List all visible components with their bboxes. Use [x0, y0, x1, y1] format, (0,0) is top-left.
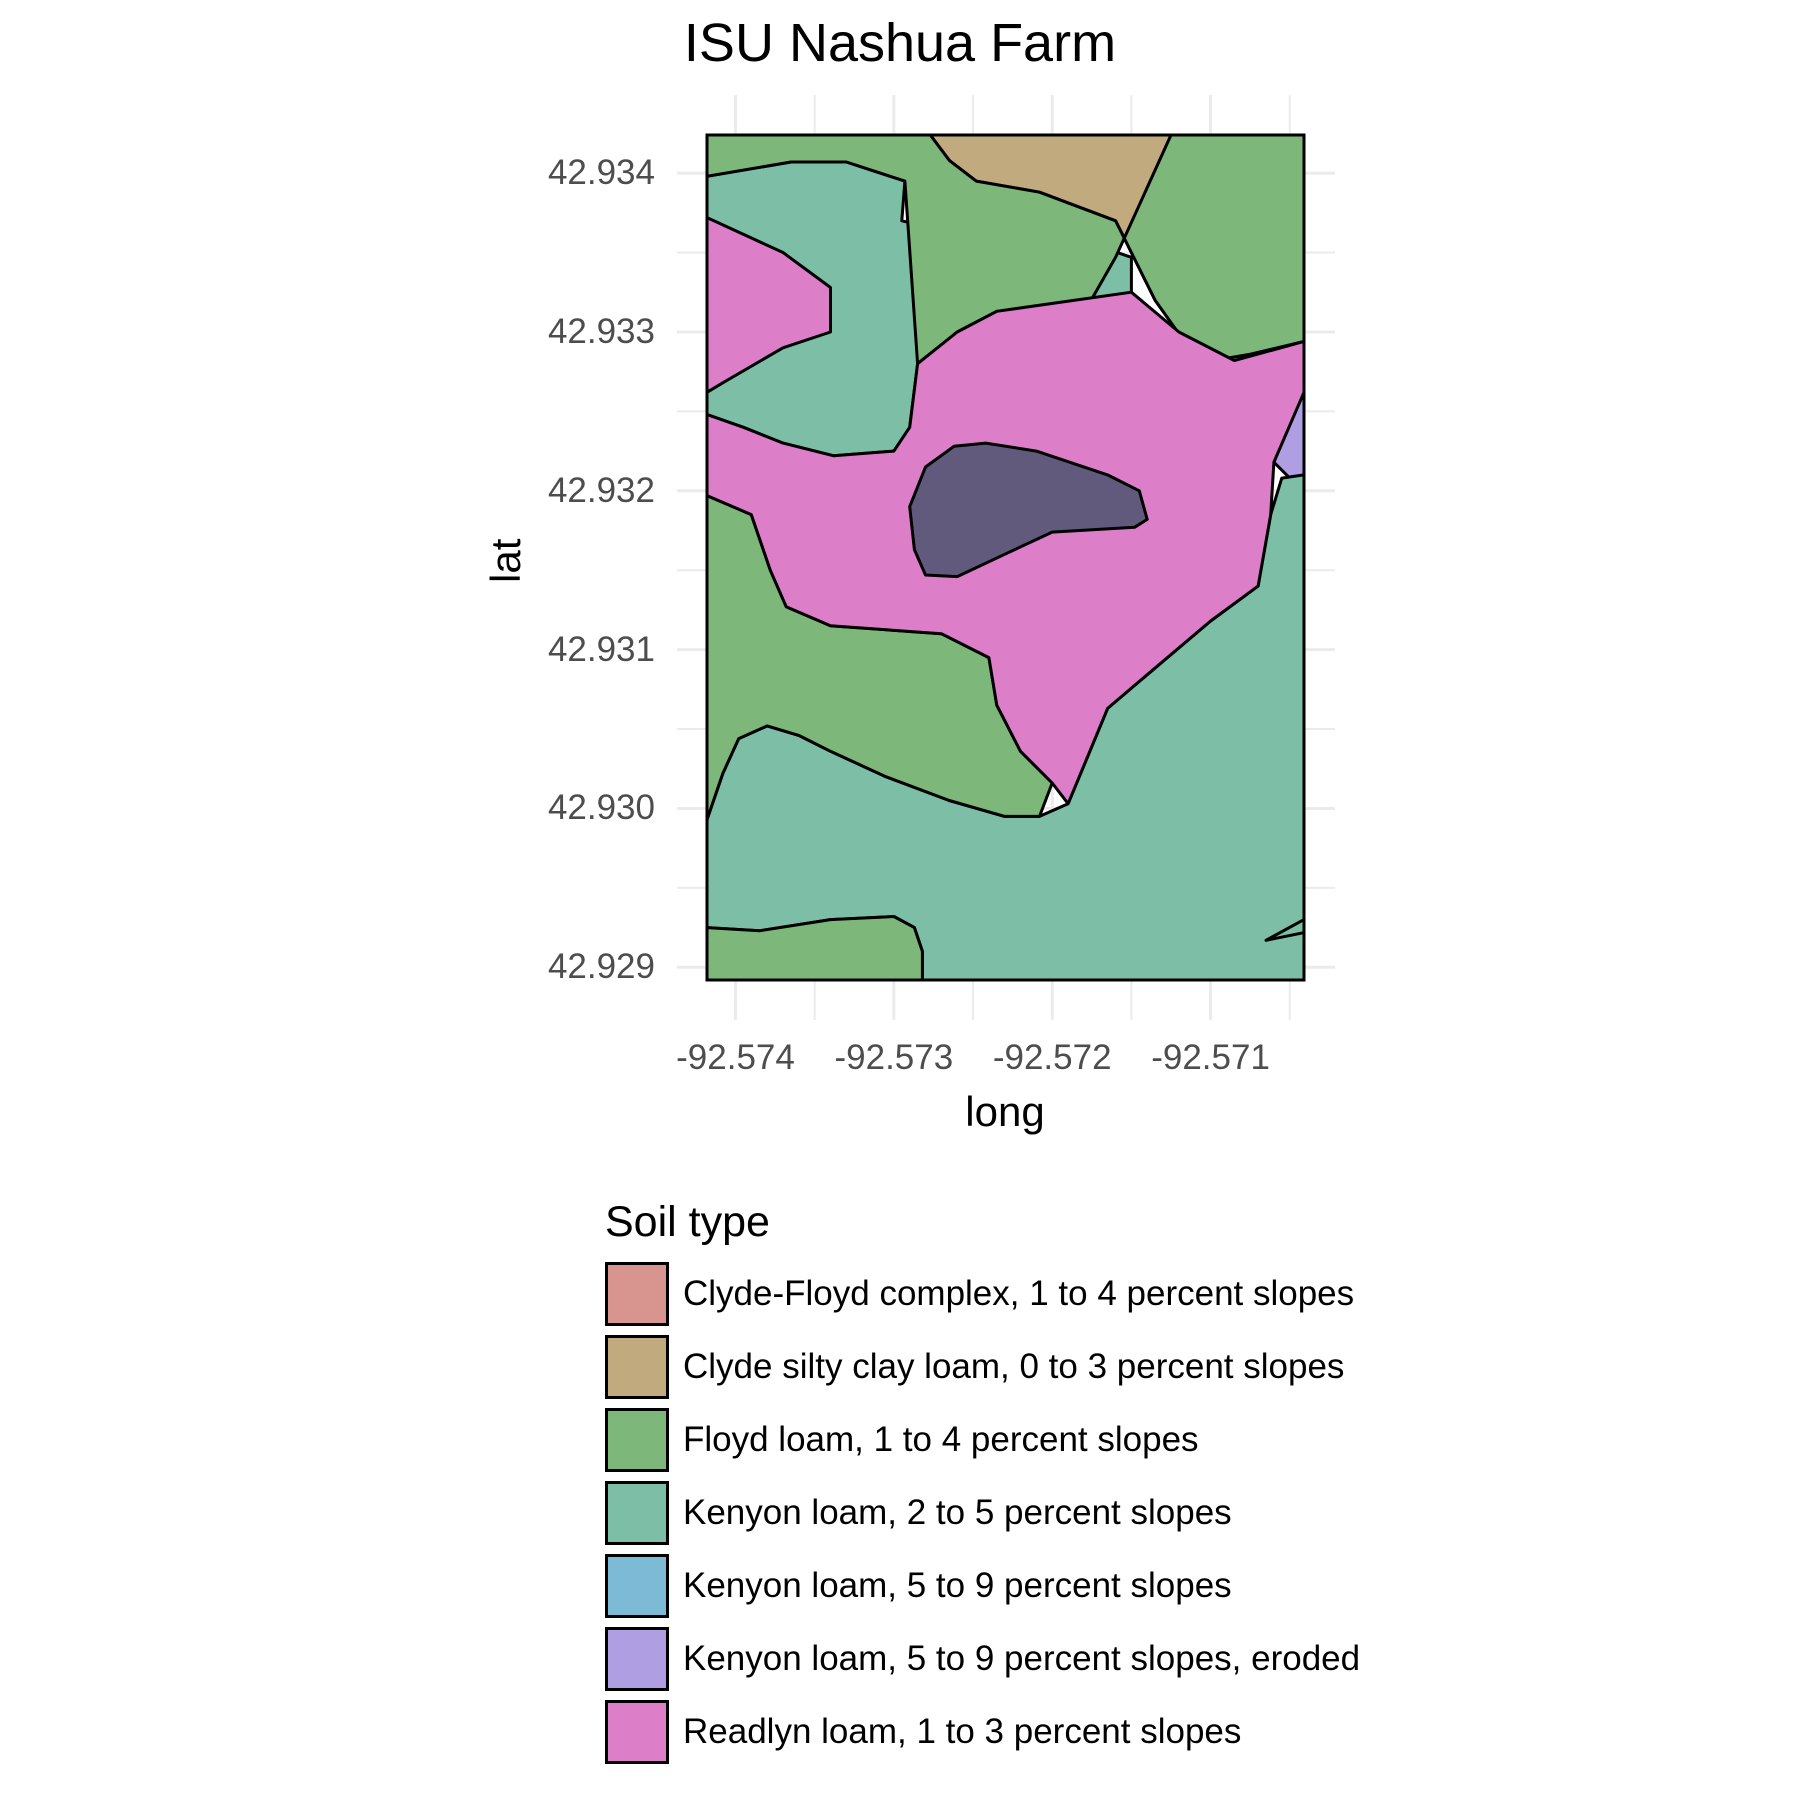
- legend-items: Clyde-Floyd complex, 1 to 4 percent slop…: [605, 1257, 1360, 1768]
- soil-region: [707, 135, 1304, 366]
- x-tick-label: -92.573: [834, 1038, 954, 1077]
- legend-item: Kenyon loam, 5 to 9 percent slopes, erod…: [605, 1622, 1360, 1695]
- y-axis-title: lat: [482, 538, 529, 583]
- legend-item: Clyde silty clay loam, 0 to 3 percent sl…: [605, 1330, 1360, 1403]
- y-tick-label: 42.934: [547, 153, 655, 193]
- soil-region: [908, 441, 1149, 579]
- legend-item: Clyde-Floyd complex, 1 to 4 percent slop…: [605, 1257, 1360, 1330]
- legend-label: Floyd loam, 1 to 4 percent slopes: [683, 1419, 1199, 1459]
- y-tick-label: 42.933: [547, 311, 655, 351]
- legend-label: Readlyn loam, 1 to 3 percent slopes: [683, 1711, 1242, 1751]
- legend-label: Clyde-Floyd complex, 1 to 4 percent slop…: [683, 1273, 1355, 1313]
- legend-title: Soil type: [605, 1198, 770, 1246]
- y-tick-label: 42.929: [547, 947, 655, 987]
- legend-swatch: [605, 1334, 669, 1399]
- x-tick-label: -92.571: [1151, 1038, 1270, 1077]
- legend-label: Clyde silty clay loam, 0 to 3 percent sl…: [683, 1346, 1345, 1386]
- map-panel-border: [705, 133, 1306, 982]
- y-tick-label: 42.930: [547, 788, 655, 828]
- legend-swatch: [605, 1407, 669, 1472]
- legend: Soil type Clyde-Floyd complex, 1 to 4 pe…: [605, 1198, 1360, 1768]
- soil-regions: [707, 135, 1304, 980]
- legend-label: Kenyon loam, 2 to 5 percent slopes: [683, 1492, 1232, 1532]
- legend-swatch: [605, 1699, 669, 1764]
- x-axis-title: long: [965, 1088, 1045, 1135]
- legend-label: Kenyon loam, 5 to 9 percent slopes: [683, 1565, 1232, 1605]
- legend-swatch: [605, 1480, 669, 1545]
- legend-swatch: [605, 1626, 669, 1691]
- chart-title: ISU Nashua Farm: [683, 13, 1117, 73]
- legend-label: Kenyon loam, 5 to 9 percent slopes, erod…: [683, 1638, 1361, 1678]
- legend-item: Kenyon loam, 5 to 9 percent slopes: [605, 1549, 1360, 1622]
- soil-region: [707, 915, 924, 980]
- y-tick-label: 42.931: [547, 629, 655, 669]
- legend-swatch: [605, 1553, 669, 1618]
- x-tick-label: -92.574: [676, 1038, 795, 1077]
- x-tick-label: -92.572: [992, 1038, 1112, 1077]
- legend-item: Floyd loam, 1 to 4 percent slopes: [605, 1403, 1360, 1476]
- legend-item: Kenyon loam, 2 to 5 percent slopes: [605, 1476, 1360, 1549]
- legend-swatch: [605, 1261, 669, 1326]
- y-tick-label: 42.932: [547, 470, 655, 510]
- legend-item: Readlyn loam, 1 to 3 percent slopes: [605, 1695, 1360, 1768]
